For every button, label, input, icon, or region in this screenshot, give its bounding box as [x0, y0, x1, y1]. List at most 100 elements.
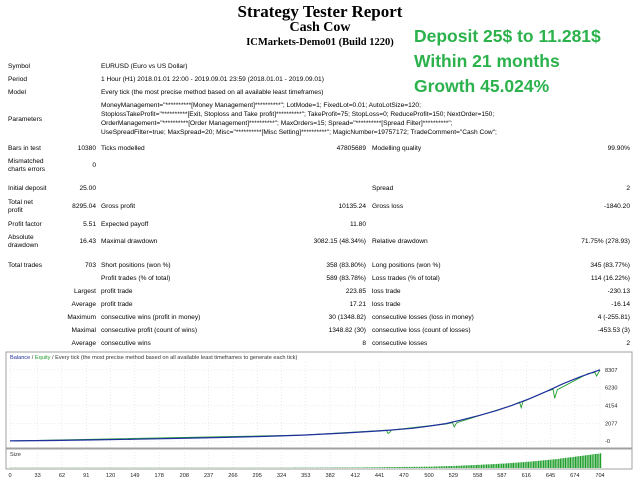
- size-bar: [539, 460, 541, 468]
- largest-label: Largest: [74, 288, 96, 295]
- size-bar: [388, 467, 390, 468]
- largest-loss-label: loss trade: [372, 288, 401, 295]
- average-consecutive-wins-value: 8: [362, 340, 366, 347]
- size-bar: [457, 465, 459, 468]
- max-consecutive-losses-value: 4 (-255.81): [597, 314, 630, 321]
- net-profit-value: 8295.04: [72, 203, 96, 210]
- size-bar: [526, 461, 528, 468]
- size-bar: [514, 462, 516, 468]
- size-bar: [476, 464, 478, 468]
- promo-deposit: Deposit 25$ to 11.281$: [414, 26, 601, 46]
- size-bar: [462, 465, 464, 468]
- size-bar: [403, 466, 406, 468]
- promo-growth: Growth 45.024%: [414, 76, 550, 96]
- maximal-consecutive-loss-value: -453.53 (3): [597, 327, 630, 334]
- maximum-label: Maximum: [67, 314, 96, 321]
- size-bar: [370, 467, 372, 468]
- size-bar: [541, 460, 543, 468]
- size-bar: [368, 467, 370, 468]
- size-bar: [465, 465, 468, 468]
- size-bar: [511, 463, 513, 468]
- size-bar: [474, 465, 476, 468]
- x-tick-label: 500: [424, 473, 433, 479]
- size-bar: [484, 464, 486, 468]
- ticks-modelled-value: 47805689: [336, 145, 366, 152]
- period-value: 1 Hour (H1) 2018.01.01 22:00 - 2019.09.0…: [101, 76, 324, 83]
- size-bar: [415, 466, 417, 468]
- x-tick-label: 441: [375, 473, 384, 479]
- size-bar: [450, 466, 452, 468]
- largest-profit-label: profit trade: [101, 288, 133, 295]
- size-bar: [345, 467, 347, 468]
- short-positions-value: 358 (83.80%): [326, 262, 366, 269]
- broker-build: ICMarkets-Demo01 (Build 1220): [246, 37, 394, 48]
- size-bar: [578, 456, 580, 468]
- size-bar: [355, 467, 357, 468]
- size-bar: [571, 457, 573, 468]
- size-bar: [343, 467, 345, 468]
- y-tick-label: 2077: [605, 421, 617, 427]
- mismatched-value: 0: [92, 162, 96, 169]
- size-bar: [383, 467, 385, 468]
- spread-label: Spread: [372, 185, 394, 192]
- legend: Balance / Equity / Every tick (the most …: [10, 355, 297, 361]
- size-bar: [353, 467, 355, 468]
- profit-trades-value: 589 (83.78%): [326, 275, 366, 282]
- size-bar: [531, 461, 533, 468]
- param-line: MoneyManagement="**********[Money Manage…: [101, 102, 421, 109]
- size-bar: [470, 465, 473, 468]
- average-consecutive-losses-label: consecutive losses: [372, 340, 428, 347]
- x-tick-label: 266: [228, 473, 237, 479]
- x-tick-label: 558: [473, 473, 482, 479]
- size-bar: [385, 467, 387, 468]
- size-bar: [491, 464, 493, 468]
- size-bar: [586, 455, 588, 468]
- total-trades-label: Total trades: [8, 262, 43, 269]
- size-bar: [437, 466, 439, 468]
- average-profit-value: 17.21: [349, 301, 366, 308]
- size-bar: [574, 456, 577, 468]
- size-bar: [598, 453, 600, 468]
- total-trades-value: 703: [84, 262, 96, 269]
- size-bar: [561, 458, 563, 468]
- maximal-consecutive-profit-label: consecutive profit (count of wins): [101, 327, 198, 334]
- legend-balance: Balance: [10, 355, 30, 361]
- size-bar: [410, 466, 412, 468]
- size-bar: [579, 456, 582, 468]
- size-bar: [445, 466, 447, 468]
- size-bar: [417, 466, 419, 468]
- x-tick-label: 237: [204, 473, 213, 479]
- x-tick-label: 353: [301, 473, 310, 479]
- size-bar: [424, 466, 426, 468]
- size-bar: [434, 466, 436, 468]
- y-tick-label: -0: [605, 439, 610, 445]
- size-bar: [593, 454, 595, 468]
- series-line-balance: [9, 369, 601, 442]
- size-bar: [402, 467, 404, 468]
- x-tick-label: 91: [83, 473, 89, 479]
- report-title: Strategy Tester Report: [237, 2, 403, 21]
- mismatched-label-2: charts errors: [8, 166, 46, 173]
- maximal-consecutive-profit-value: 1348.82 (30): [328, 327, 366, 334]
- size-bar: [390, 467, 392, 468]
- size-bar: [527, 461, 530, 468]
- profit-factor-label: Profit factor: [8, 221, 42, 228]
- size-bar: [358, 467, 360, 468]
- size-bar: [600, 453, 602, 468]
- size-bar: [419, 466, 421, 468]
- period-label: Period: [8, 76, 28, 83]
- size-bar: [548, 459, 550, 468]
- x-tick-label: 382: [325, 473, 334, 479]
- average-consecutive-label: Average: [71, 340, 96, 347]
- max-consecutive-wins-label: consecutive wins (profit in money): [101, 314, 201, 321]
- x-tick-label: 616: [522, 473, 531, 479]
- size-bar: [588, 454, 590, 468]
- x-tick-label: 674: [570, 473, 579, 479]
- size-bar: [348, 467, 350, 468]
- size-bar: [449, 466, 451, 468]
- size-bar: [427, 466, 429, 468]
- size-bar: [595, 454, 597, 468]
- size-bar: [477, 464, 479, 468]
- size-bar: [435, 466, 437, 468]
- absolute-drawdown-label: Absolute: [8, 234, 34, 241]
